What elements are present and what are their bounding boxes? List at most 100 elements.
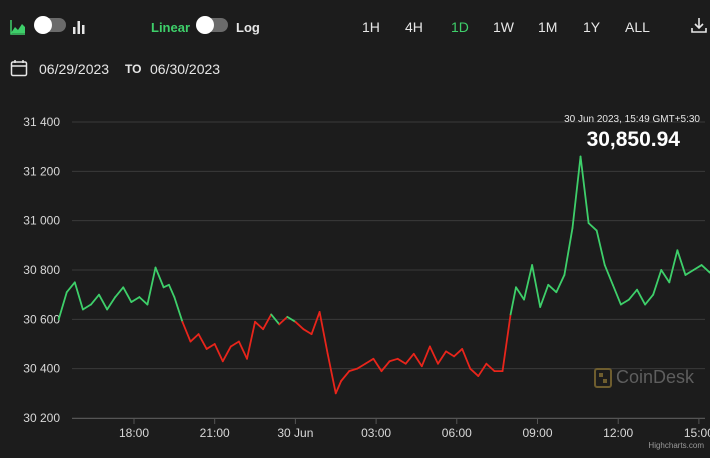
- price-segment: [428, 345, 439, 365]
- price-segment: [340, 370, 351, 382]
- price-segment: [571, 155, 582, 229]
- range-4h-button[interactable]: 4H: [405, 19, 423, 35]
- price-segment: [238, 340, 248, 360]
- range-all-button[interactable]: ALL: [625, 19, 650, 35]
- y-tick-label: 31 000: [23, 214, 60, 228]
- price-segment: [668, 249, 679, 284]
- price-segment: [515, 286, 525, 301]
- price-segment: [700, 264, 710, 274]
- download-icon[interactable]: [691, 17, 707, 39]
- price-segment: [420, 345, 431, 368]
- tooltip-price: 30,850.94: [586, 128, 680, 151]
- log-scale-label[interactable]: Log: [236, 20, 260, 35]
- coindesk-logo-icon: [594, 368, 612, 393]
- price-segment: [547, 283, 558, 294]
- x-tick-label: 21:00: [200, 426, 230, 440]
- price-segment: [262, 313, 273, 331]
- price-line: [57, 155, 710, 395]
- price-segment: [173, 296, 184, 323]
- price-segment: [278, 315, 289, 326]
- x-tick-label: 15:00: [684, 426, 710, 440]
- chart-type-toggle[interactable]: [34, 16, 66, 34]
- y-tick-label: 31 400: [23, 115, 60, 129]
- price-segment: [684, 269, 695, 276]
- price-segment: [501, 313, 512, 373]
- price-segment: [539, 283, 550, 308]
- range-1m-button[interactable]: 1M: [538, 19, 558, 35]
- y-tick-label: 30 600: [23, 312, 60, 326]
- price-segment: [294, 320, 305, 331]
- price-segment: [619, 298, 630, 306]
- toggle-knob: [34, 16, 52, 34]
- price-segment: [531, 264, 542, 308]
- linear-scale-label[interactable]: Linear: [151, 20, 191, 35]
- price-segment: [445, 350, 456, 358]
- range-1y-button[interactable]: 1Y: [583, 19, 601, 35]
- price-segment: [168, 283, 176, 299]
- tooltip-date: 30 Jun 2023, 15:49 GMT+5:30: [564, 114, 700, 125]
- date-from-field[interactable]: 06/29/2023: [39, 61, 110, 77]
- y-tick-label: 30 200: [23, 411, 60, 425]
- price-segment: [122, 286, 133, 303]
- price-segment: [652, 269, 663, 296]
- price-segment: [636, 288, 646, 306]
- price-segment: [523, 264, 534, 301]
- price-segment: [356, 362, 367, 370]
- y-axis-labels: 31 400 31 200 31 000 30 800 30 600 30 400 30 2…: [23, 115, 60, 425]
- price-segment: [270, 313, 281, 326]
- area-chart-icon[interactable]: [10, 19, 26, 40]
- bar-chart-icon[interactable]: [72, 19, 86, 40]
- price-segment: [213, 343, 224, 363]
- price-segment: [146, 266, 157, 306]
- scale-toggle[interactable]: [196, 16, 228, 34]
- price-segment: [555, 274, 566, 294]
- range-1d-button[interactable]: 1D: [451, 19, 469, 35]
- date-to-field[interactable]: 06/30/2023: [150, 61, 221, 77]
- price-segment: [98, 293, 108, 311]
- x-tick-label: 06:00: [442, 426, 472, 440]
- toggle-knob: [196, 16, 214, 34]
- price-segment: [205, 343, 216, 350]
- price-segment: [437, 350, 447, 365]
- price-segment: [579, 155, 590, 225]
- price-segment: [326, 352, 337, 395]
- price-segment: [348, 367, 359, 373]
- price-segment: [611, 283, 622, 306]
- price-segment: [628, 288, 638, 301]
- price-segment: [197, 333, 208, 350]
- price-segment: [254, 320, 265, 331]
- price-segment: [302, 328, 313, 336]
- price-segment: [57, 291, 68, 321]
- calendar-icon[interactable]: [10, 59, 28, 82]
- price-segment: [644, 293, 655, 306]
- x-tick-label: 30 Jun: [277, 426, 313, 440]
- price-segment: [676, 249, 687, 276]
- price-segment: [90, 293, 100, 306]
- price-segment: [114, 286, 125, 299]
- price-segment: [73, 281, 84, 311]
- price-segment: [162, 283, 170, 289]
- price-segment: [485, 362, 496, 373]
- range-1h-button[interactable]: 1H: [362, 19, 380, 35]
- x-axis-labels: 18:00 21:00 30 Jun 03:00 06:00 09:00 12:00 15:0…: [72, 418, 710, 440]
- x-tick-label: 18:00: [119, 426, 149, 440]
- price-segment: [477, 362, 488, 377]
- coindesk-wordmark: CoinDesk: [616, 367, 695, 387]
- x-tick-label: 12:00: [603, 426, 633, 440]
- price-segment: [380, 360, 391, 373]
- price-segment: [246, 320, 256, 360]
- range-1w-button[interactable]: 1W: [493, 19, 514, 35]
- price-segment: [509, 286, 517, 316]
- price-segment: [229, 340, 240, 348]
- price-segment: [81, 303, 92, 311]
- highcharts-credits[interactable]: Highcharts.com: [648, 441, 704, 450]
- price-segment: [396, 357, 407, 365]
- price-segment: [692, 264, 703, 271]
- chart-toolbar: Linear Log 1H 4H 1D 1W 1M 1Y ALL: [0, 0, 710, 54]
- price-segment: [603, 264, 614, 286]
- price-segment: [372, 357, 383, 373]
- y-tick-label: 30 800: [23, 263, 60, 277]
- price-segment: [453, 348, 464, 358]
- y-tick-label: 31 200: [23, 164, 60, 178]
